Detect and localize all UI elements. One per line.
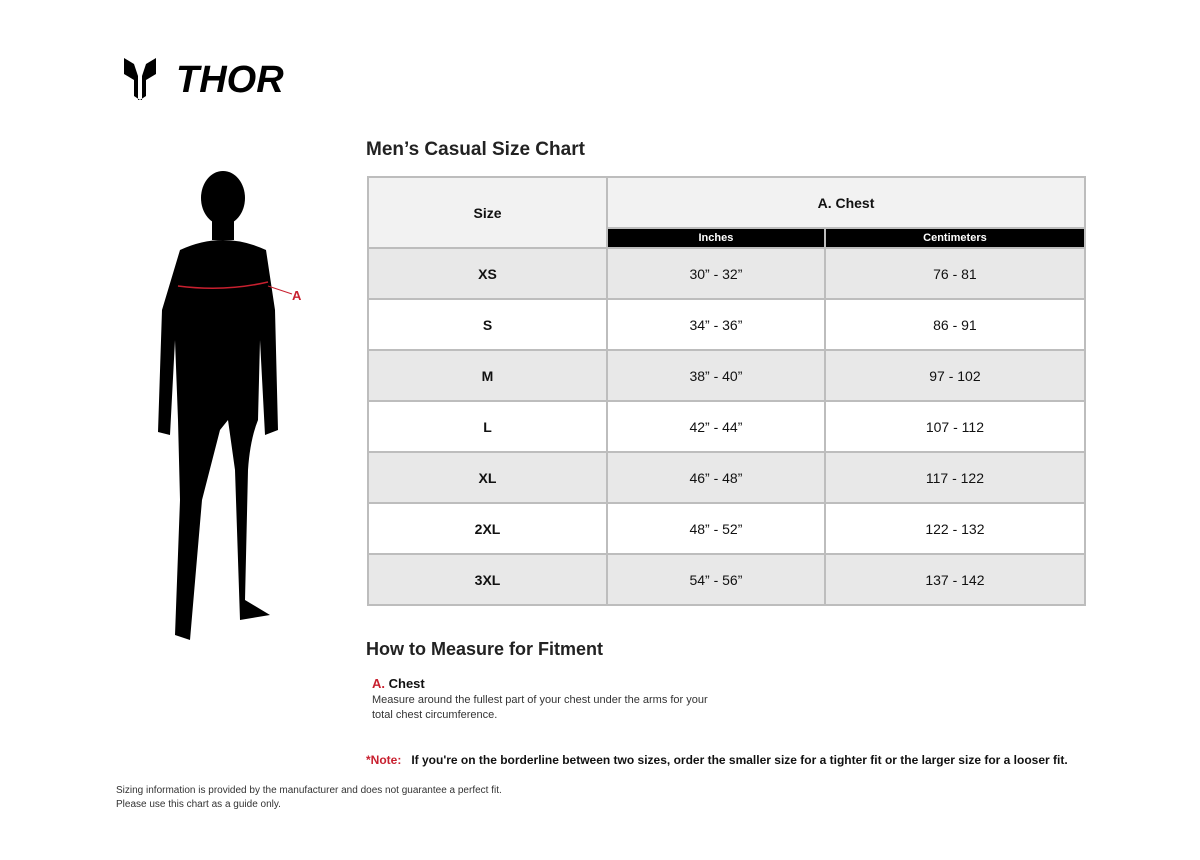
- cm-cell: 97 - 102: [823, 349, 1087, 402]
- size-cell: 3XL: [367, 553, 608, 606]
- inches-header: Inches: [606, 227, 826, 249]
- page-title: Men’s Casual Size Chart: [366, 139, 585, 160]
- size-cell: XS: [367, 247, 608, 300]
- cm-cell: 117 - 122: [823, 451, 1087, 504]
- size-cell: 2XL: [367, 502, 608, 555]
- inches-cell: 30” - 32”: [606, 247, 826, 300]
- size-cell: L: [367, 400, 608, 453]
- fit-note: *Note: If you're on the borderline betwee…: [366, 753, 1068, 767]
- cm-cell: 137 - 142: [823, 553, 1087, 606]
- chest-label-text: Chest: [388, 676, 425, 691]
- chest-description: Measure around the fullest part of your …: [372, 694, 708, 721]
- table-row: M 38” - 40” 97 - 102: [367, 349, 1087, 402]
- size-cell: S: [367, 298, 608, 351]
- disclaimer-line: Please use this chart as a guide only.: [116, 799, 281, 810]
- table-row: XL 46” - 48” 117 - 122: [367, 451, 1087, 504]
- chest-label: A. Chest: [372, 676, 425, 691]
- inches-cell: 38” - 40”: [606, 349, 826, 402]
- cm-cell: 107 - 112: [823, 400, 1087, 453]
- logo-text: THOR: [176, 59, 284, 100]
- cm-cell: 76 - 81: [823, 247, 1087, 300]
- size-chart-table: Size A. Chest Inches Centimeters XS 30” -…: [367, 176, 1087, 606]
- thor-logo: THOR: [124, 58, 284, 100]
- note-text: If you're on the borderline between two …: [411, 753, 1068, 767]
- howto-title: How to Measure for Fitment: [366, 639, 604, 659]
- size-header: Size: [367, 176, 608, 249]
- inches-cell: 46” - 48”: [606, 451, 826, 504]
- inches-cell: 34” - 36”: [606, 298, 826, 351]
- cm-header: Centimeters: [823, 227, 1087, 249]
- size-cell: M: [367, 349, 608, 402]
- chest-marker: A: [292, 288, 302, 303]
- cm-cell: 86 - 91: [823, 298, 1087, 351]
- table-row: XS 30” - 32” 76 - 81: [367, 247, 1087, 300]
- size-cell: XL: [367, 451, 608, 504]
- inches-cell: 42” - 44”: [606, 400, 826, 453]
- note-label: *Note:: [366, 753, 402, 767]
- cm-cell: 122 - 132: [823, 502, 1087, 555]
- inches-cell: 54” - 56”: [606, 553, 826, 606]
- table-row: L 42” - 44” 107 - 112: [367, 400, 1087, 453]
- table-row: S 34” - 36” 86 - 91: [367, 298, 1087, 351]
- chest-letter: A.: [372, 676, 385, 691]
- disclaimer: Sizing information is provided by the ma…: [116, 784, 502, 812]
- chest-header: A. Chest: [606, 176, 1086, 229]
- inches-cell: 48” - 52”: [606, 502, 826, 555]
- table-row: 3XL 54” - 56” 137 - 142: [367, 553, 1087, 606]
- table-row: 2XL 48” - 52” 122 - 132: [367, 502, 1087, 555]
- disclaimer-line: Sizing information is provided by the ma…: [116, 785, 502, 796]
- body-silhouette: A: [158, 171, 302, 640]
